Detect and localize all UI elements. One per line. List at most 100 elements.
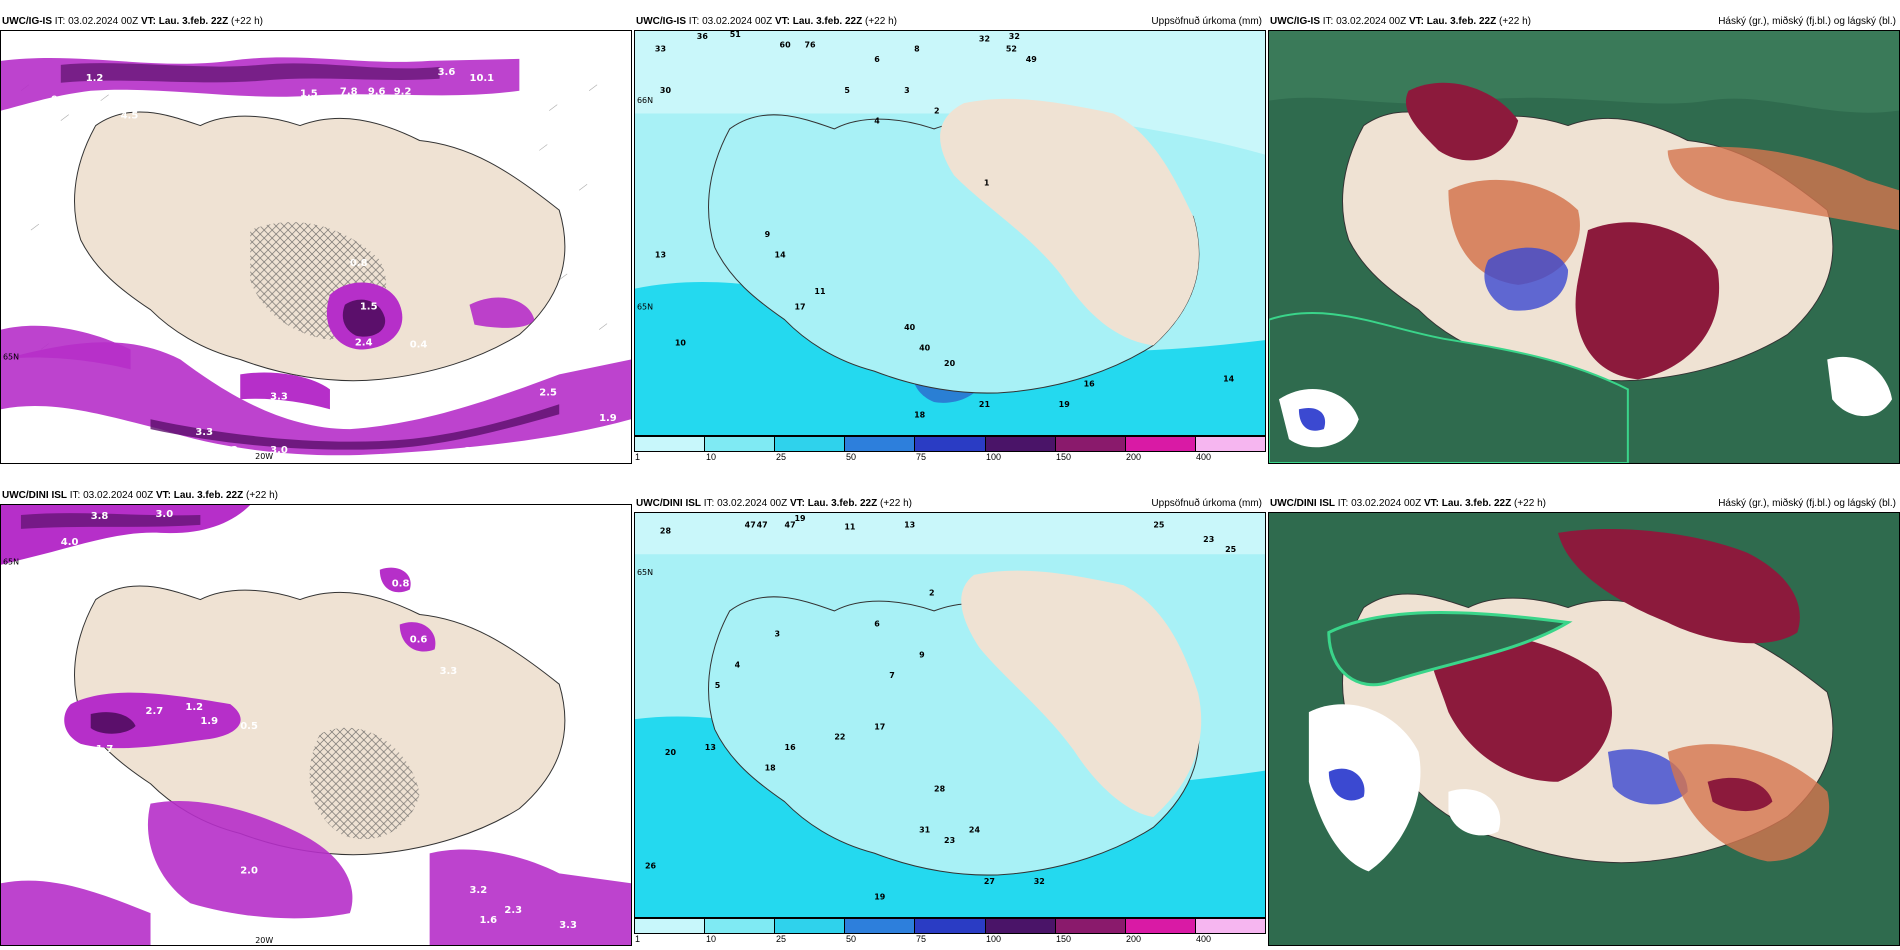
svg-text:20W: 20W	[255, 936, 273, 945]
svg-text:2.7: 2.7	[146, 706, 164, 717]
svg-text:3: 3	[775, 629, 781, 639]
colorbar-tick: 150	[1056, 934, 1072, 944]
svg-text:2.0: 2.0	[240, 865, 258, 876]
svg-text:3.3: 3.3	[559, 920, 577, 931]
svg-text:3.3: 3.3	[195, 427, 213, 438]
colorbar-bin	[705, 437, 776, 451]
panel-title: UWC/IG-IS IT: 03.02.2024 00Z VT: Lau. 3.…	[1270, 16, 1531, 27]
svg-text:47: 47	[785, 519, 796, 529]
svg-text:13: 13	[904, 519, 915, 529]
svg-text:32: 32	[1034, 876, 1045, 886]
svg-text:10: 10	[675, 337, 686, 347]
svg-text:19: 19	[874, 891, 885, 901]
svg-text:17: 17	[874, 721, 885, 731]
svg-text:60: 60	[780, 39, 791, 49]
svg-text:19: 19	[794, 513, 805, 523]
svg-text:31: 31	[919, 824, 930, 834]
svg-text:1.2: 1.2	[86, 73, 104, 84]
panel-title: UWC/IG-IS IT: 03.02.2024 00Z VT: Lau. 3.…	[2, 16, 263, 27]
svg-text:76: 76	[804, 39, 815, 49]
svg-text:4.0: 4.0	[61, 537, 79, 548]
colorbar-bin	[635, 919, 706, 933]
svg-text:28: 28	[660, 525, 671, 535]
map-accumulated-precip-bottom: 47 47 47 19 11 13 25 23 25 28 2 3 4 5 6 …	[634, 512, 1266, 918]
svg-text:47: 47	[757, 519, 768, 529]
colorbar-bin	[1195, 919, 1265, 933]
panel-top-right: UWC/IG-IS IT: 03.02.2024 00Z VT: Lau. 3.…	[1268, 16, 1900, 464]
svg-text:32: 32	[979, 33, 990, 43]
svg-text:20W: 20W	[255, 452, 273, 461]
svg-text:27: 27	[984, 876, 995, 886]
svg-text:2: 2	[929, 587, 935, 597]
colorbar-bin	[775, 437, 846, 451]
svg-text:20: 20	[944, 358, 955, 368]
colorbar-bin	[1055, 919, 1126, 933]
map-cloud-cover-bottom	[1268, 512, 1900, 946]
svg-text:2.3: 2.3	[504, 905, 522, 916]
svg-text:30: 30	[660, 85, 671, 95]
svg-text:1.6: 1.6	[479, 915, 497, 926]
panel-title: UWC/DINI ISL IT: 03.02.2024 00Z VT: Lau.…	[1270, 498, 1546, 509]
svg-text:5: 5	[844, 85, 850, 95]
svg-text:9.6: 9.6	[368, 87, 386, 98]
colorbar-tick: 50	[846, 452, 857, 462]
map-cloud-cover-top	[1268, 30, 1900, 464]
colorbar-precip-top: 1 10 25 50 75 100 150 200 400	[634, 436, 1266, 462]
svg-text:0.7: 0.7	[51, 95, 69, 106]
svg-text:17: 17	[794, 301, 805, 311]
svg-text:3.8: 3.8	[91, 511, 109, 522]
panel-subtitle: Uppsöfnuð úrkoma (mm)	[1151, 16, 1262, 27]
svg-text:7: 7	[889, 670, 895, 680]
panel-title: UWC/DINI ISL IT: 03.02.2024 00Z VT: Lau.…	[2, 490, 278, 501]
colorbar-tick: 75	[916, 452, 927, 462]
svg-text:66N: 66N	[637, 95, 653, 105]
panel-bottom-right: UWC/DINI ISL IT: 03.02.2024 00Z VT: Lau.…	[1268, 498, 1900, 946]
svg-text:9: 9	[919, 649, 925, 659]
svg-text:3.6: 3.6	[438, 67, 456, 78]
colorbar-bin	[845, 919, 916, 933]
colorbar-tick: 25	[776, 452, 787, 462]
panel-subtitle: Háský (gr.), miðský (fj.bl.) og lágský (…	[1718, 498, 1896, 509]
svg-text:19: 19	[1059, 399, 1070, 409]
svg-text:5: 5	[715, 680, 721, 690]
svg-text:51: 51	[730, 31, 741, 39]
map-accumulated-precip-top: 33 36 51 60 76 32 32 52 49 8 6 5 4 3 2 1…	[634, 30, 1266, 436]
colorbar-bin	[775, 919, 846, 933]
svg-text:18: 18	[914, 409, 925, 419]
svg-text:2.5: 2.5	[539, 387, 557, 398]
svg-text:0.6: 0.6	[410, 634, 428, 645]
colorbar-bin	[915, 919, 986, 933]
svg-text:3.3: 3.3	[440, 666, 458, 677]
svg-text:3.0: 3.0	[156, 509, 174, 520]
svg-text:9.2: 9.2	[394, 87, 412, 98]
svg-text:3.0: 3.0	[270, 445, 288, 456]
svg-text:47: 47	[745, 519, 756, 529]
map-precip-type-bottom: 3.8 3.0 4.0 0.8 0.6 3.3 2.7 1.2 1.9 0.5 …	[0, 504, 632, 946]
colorbar-tick: 75	[916, 934, 927, 944]
svg-text:1.5: 1.5	[300, 89, 318, 100]
map-precip-type-top: 1.2 0.7 4.5 1.5 7.8 9.6 9.2 3.6 10.1 0.8…	[0, 30, 632, 464]
colorbar-tick: 1	[635, 452, 641, 462]
svg-text:13: 13	[705, 742, 716, 752]
svg-text:11: 11	[814, 286, 825, 296]
colorbar-bin	[1055, 437, 1126, 451]
colorbar-tick: 1	[635, 934, 641, 944]
svg-text:8: 8	[914, 43, 920, 53]
colorbar-tick: 150	[1056, 452, 1072, 462]
svg-text:14: 14	[775, 250, 786, 260]
svg-text:23: 23	[944, 835, 955, 845]
svg-text:10.1: 10.1	[470, 73, 495, 84]
svg-text:1.7: 1.7	[96, 744, 114, 755]
svg-text:2.9: 2.9	[465, 446, 483, 457]
svg-text:11: 11	[844, 521, 855, 531]
svg-text:40: 40	[904, 322, 915, 332]
svg-text:14: 14	[1223, 373, 1234, 383]
svg-text:3.2: 3.2	[470, 885, 488, 896]
svg-text:26: 26	[645, 860, 656, 870]
svg-text:23: 23	[1203, 534, 1214, 544]
panel-subtitle: Háský (gr.), miðský (fj.bl.) og lágský (…	[1718, 16, 1896, 27]
colorbar-bin	[985, 437, 1056, 451]
svg-text:65N: 65N	[637, 301, 653, 311]
colorbar-bin	[1125, 437, 1196, 451]
svg-text:2: 2	[934, 105, 940, 115]
